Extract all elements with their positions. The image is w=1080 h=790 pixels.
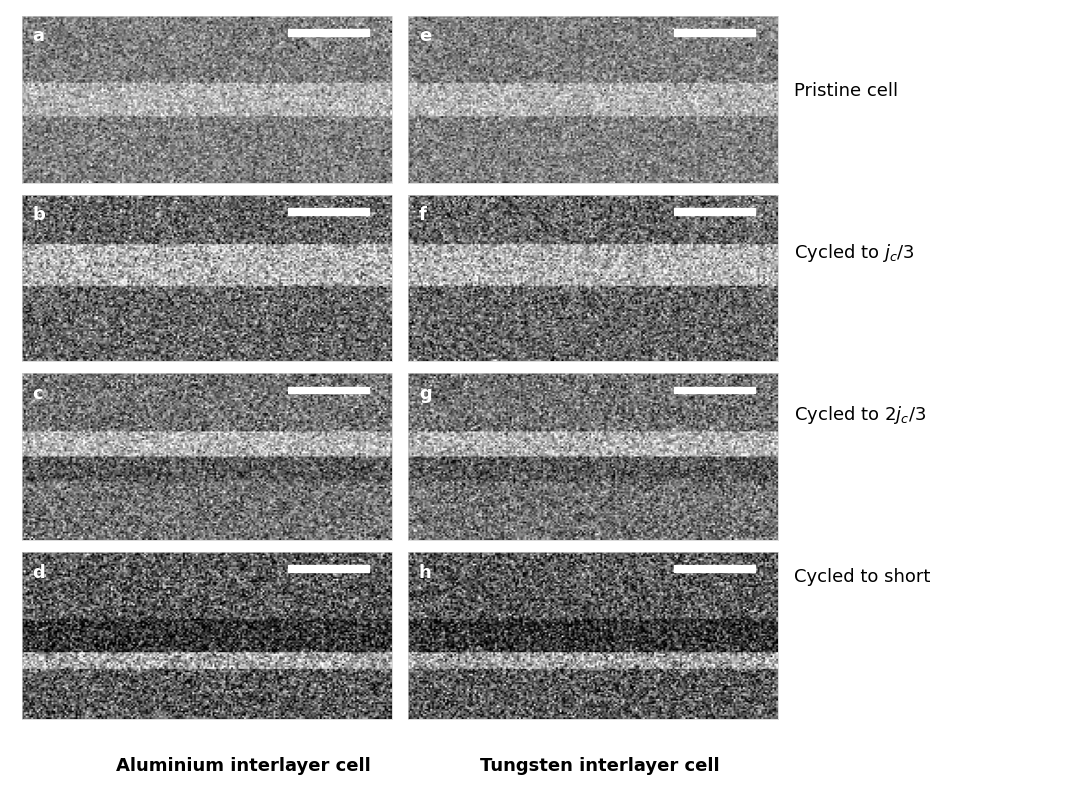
- Bar: [674, 208, 755, 215]
- Text: e: e: [419, 28, 431, 46]
- Text: Tungsten interlayer cell: Tungsten interlayer cell: [480, 758, 719, 775]
- Text: Cycled to $j_c$/3: Cycled to $j_c$/3: [794, 242, 915, 264]
- Text: Aluminium interlayer cell: Aluminium interlayer cell: [116, 758, 370, 775]
- Text: h: h: [419, 564, 432, 581]
- Text: Cycled to short: Cycled to short: [794, 568, 930, 585]
- Text: f: f: [419, 206, 427, 224]
- Text: d: d: [32, 564, 45, 581]
- Bar: [288, 208, 369, 215]
- Text: Pristine cell: Pristine cell: [794, 82, 897, 100]
- Bar: [674, 566, 755, 572]
- Bar: [288, 386, 369, 393]
- Bar: [674, 386, 755, 393]
- Text: c: c: [32, 385, 43, 403]
- Bar: [288, 566, 369, 572]
- Bar: [288, 29, 369, 36]
- Text: Cycled to $2j_c$/3: Cycled to $2j_c$/3: [794, 404, 926, 426]
- Text: b: b: [32, 206, 45, 224]
- Text: a: a: [32, 28, 44, 46]
- Bar: [674, 29, 755, 36]
- Text: g: g: [419, 385, 432, 403]
